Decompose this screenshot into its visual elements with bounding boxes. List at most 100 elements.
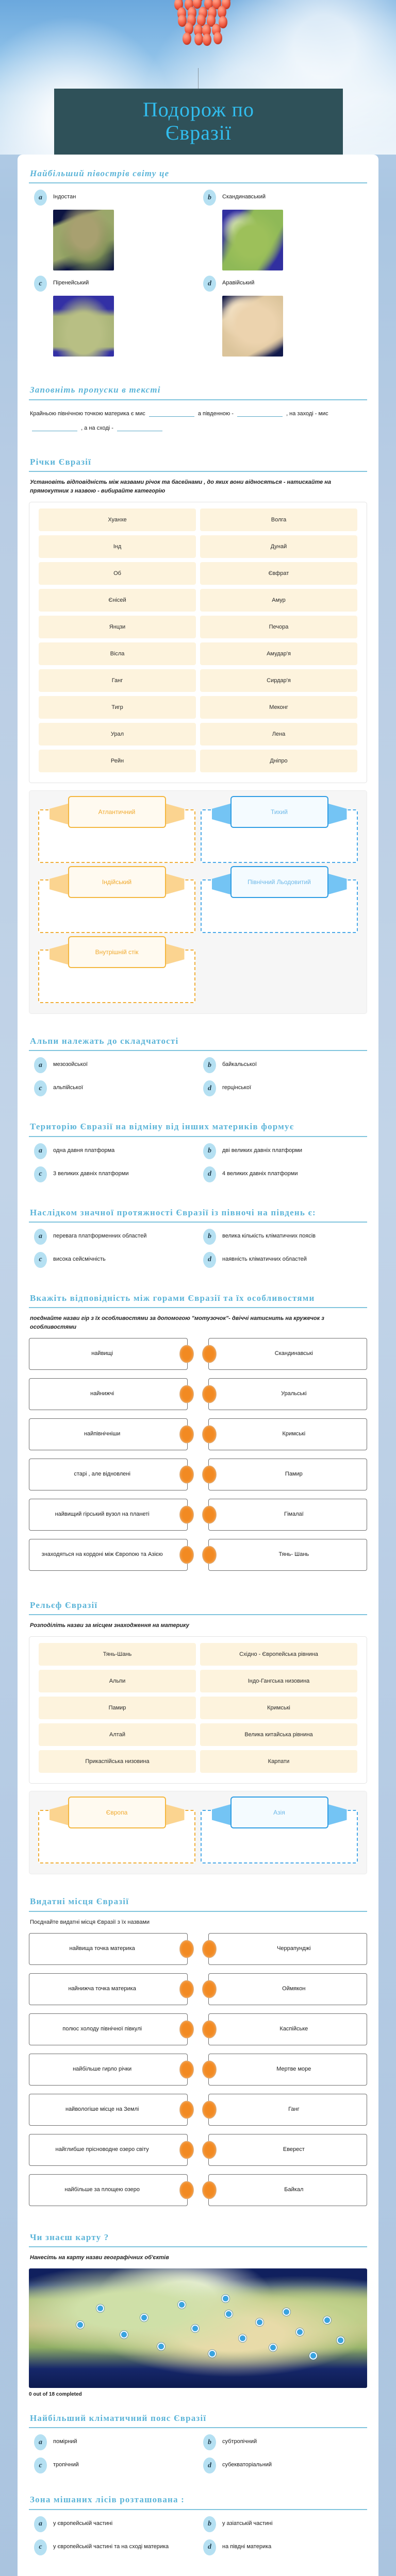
draggable-token[interactable]: Амудар'я (200, 642, 357, 665)
option-a[interactable]: a перевага платформенних областей (29, 1229, 198, 1245)
match-item-right[interactable]: Тянь- Шань (208, 1539, 367, 1571)
connector-dot[interactable] (202, 2060, 217, 2078)
draggable-token[interactable]: Тянь-Шань (39, 1643, 196, 1666)
match-item-right[interactable]: Уральські (208, 1378, 367, 1410)
connector-dot[interactable] (202, 2100, 217, 2119)
match-item-right[interactable]: Кримські (208, 1418, 367, 1450)
match-item-right[interactable]: Черрапунджі (208, 1933, 367, 1965)
eurasia-map[interactable] (29, 2268, 367, 2388)
connector-dot[interactable] (202, 1506, 217, 1524)
map-marker-pin[interactable] (283, 2308, 290, 2316)
option-c[interactable]: c альпійської (29, 1080, 198, 1096)
option-a[interactable]: a одна давня платформа (29, 1143, 198, 1159)
draggable-token[interactable]: Меконг (200, 696, 357, 719)
blank-input-4[interactable] (117, 424, 162, 431)
connector-dot[interactable] (202, 2181, 217, 2199)
match-item-left[interactable]: найбільше гирло річки (29, 2054, 188, 2086)
draggable-token[interactable]: Амур (200, 589, 357, 612)
match-item-left[interactable]: найвищі (29, 1338, 188, 1370)
connector-dot[interactable] (179, 1466, 194, 1484)
draggable-token[interactable]: Тигр (39, 696, 196, 719)
connector-dot[interactable] (202, 1940, 217, 1958)
match-item-left[interactable]: найвища точка материка (29, 1933, 188, 1965)
option-b[interactable]: b субтропічний (198, 2434, 367, 2450)
draggable-token[interactable]: Волга (200, 509, 357, 531)
option-b[interactable]: b Скандинавський (198, 190, 367, 270)
connector-dot[interactable] (179, 1940, 194, 1958)
map-marker-pin[interactable] (178, 2301, 186, 2309)
match-item-right[interactable]: Еверест (208, 2134, 367, 2166)
map-marker-pin[interactable] (222, 2295, 229, 2302)
map-marker-pin[interactable] (208, 2350, 216, 2358)
draggable-token[interactable]: Памир (39, 1697, 196, 1719)
option-b[interactable]: b байкальської (198, 1057, 367, 1073)
map-marker-pin[interactable] (76, 2321, 84, 2329)
connector-dot[interactable] (179, 2060, 194, 2078)
match-item-left[interactable]: найнижчі (29, 1378, 188, 1410)
connector-dot[interactable] (202, 1345, 217, 1363)
match-item-right[interactable]: Памир (208, 1459, 367, 1490)
draggable-token[interactable]: Алтай (39, 1723, 196, 1746)
connector-dot[interactable] (202, 1426, 217, 1444)
draggable-token[interactable]: Євфрат (200, 562, 357, 585)
match-item-right[interactable]: Оймякон (208, 1973, 367, 2005)
map-marker-pin[interactable] (323, 2316, 331, 2324)
match-item-right[interactable]: Ганг (208, 2094, 367, 2126)
map-marker-pin[interactable] (140, 2314, 148, 2321)
connector-dot[interactable] (202, 2141, 217, 2159)
draggable-token[interactable]: Альпи (39, 1670, 196, 1692)
connector-dot[interactable] (202, 2020, 217, 2038)
blank-input-2[interactable] (237, 410, 283, 417)
match-item-left[interactable]: полюс холоду північної півкулі (29, 2013, 188, 2045)
map-marker-pin[interactable] (120, 2331, 128, 2338)
connector-dot[interactable] (202, 1466, 217, 1484)
option-d[interactable]: d на півдні материка (198, 2539, 367, 2555)
match-item-right[interactable]: Байкал (208, 2174, 367, 2206)
option-d[interactable]: d Аравійський (198, 276, 367, 357)
match-item-right[interactable]: Каспійське (208, 2013, 367, 2045)
match-item-left[interactable]: найбільше за площею озеро (29, 2174, 188, 2206)
option-a[interactable]: a помірний (29, 2434, 198, 2450)
draggable-token[interactable]: Об (39, 562, 196, 585)
match-item-left[interactable]: найпівнічніши (29, 1418, 188, 1450)
connector-dot[interactable] (179, 1546, 194, 1564)
draggable-token[interactable]: Кримські (200, 1697, 357, 1719)
match-item-left[interactable]: старі , але відновлені (29, 1459, 188, 1490)
draggable-token[interactable]: Сирдар'я (200, 669, 357, 692)
draggable-token[interactable]: Печора (200, 616, 357, 638)
match-item-left[interactable]: найвищий гірський вузол на планеті (29, 1499, 188, 1531)
draggable-token[interactable]: Рейн (39, 750, 196, 772)
option-a[interactable]: aу європейській частині (29, 2516, 198, 2532)
draggable-token[interactable]: Хуанхе (39, 509, 196, 531)
map-marker-pin[interactable] (225, 2310, 233, 2318)
draggable-token[interactable]: Прикаспійська низовина (39, 1750, 196, 1773)
draggable-token[interactable]: Ганг (39, 669, 196, 692)
connector-dot[interactable] (179, 1426, 194, 1444)
blank-input-3[interactable] (32, 424, 77, 431)
option-a[interactable]: a Індостан (29, 190, 198, 270)
map-marker-pin[interactable] (296, 2328, 304, 2336)
match-item-left[interactable]: найнижча точка материка (29, 1973, 188, 2005)
option-c[interactable]: c 3 великих давніх платформи (29, 1166, 198, 1182)
option-d[interactable]: d субекваторіальний (198, 2458, 367, 2473)
option-b[interactable]: b дві великих давніх платформи (198, 1143, 367, 1159)
option-d[interactable]: d наявність кліматичних областей (198, 1252, 367, 1268)
connector-dot[interactable] (179, 2100, 194, 2119)
match-item-left[interactable]: знаходяться на кордоні між Європою та Аз… (29, 1539, 188, 1571)
option-c[interactable]: c тропічний (29, 2458, 198, 2473)
connector-dot[interactable] (202, 1980, 217, 1998)
draggable-token[interactable]: Вісла (39, 642, 196, 665)
map-marker-pin[interactable] (96, 2304, 104, 2312)
map-marker-pin[interactable] (269, 2344, 277, 2351)
map-marker-pin[interactable] (191, 2325, 199, 2332)
map-marker-pin[interactable] (309, 2352, 317, 2360)
map-marker-pin[interactable] (337, 2336, 344, 2344)
match-item-right[interactable]: Скандинавські (208, 1338, 367, 1370)
connector-dot[interactable] (179, 2141, 194, 2159)
match-item-right[interactable]: Мертве море (208, 2054, 367, 2086)
option-d[interactable]: d герцінської (198, 1080, 367, 1096)
connector-dot[interactable] (179, 1980, 194, 1998)
option-d[interactable]: d4 великих давніх платформи (198, 1166, 367, 1182)
connector-dot[interactable] (179, 1345, 194, 1363)
connector-dot[interactable] (179, 2020, 194, 2038)
